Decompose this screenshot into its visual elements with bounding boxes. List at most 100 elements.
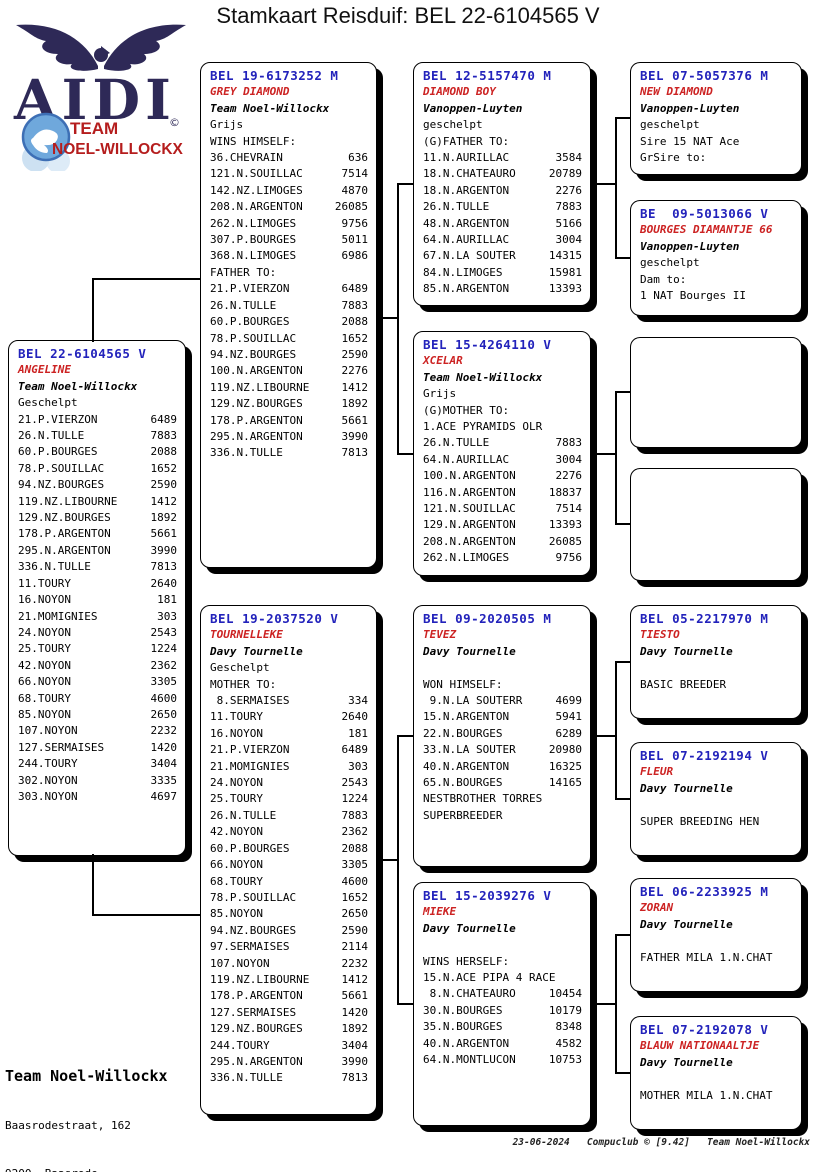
race-value: 1652 bbox=[341, 331, 369, 345]
race-label bbox=[640, 933, 647, 949]
result-line: 67.N.LA SOUTER 14315 bbox=[423, 248, 582, 264]
race-value: 5166 bbox=[555, 216, 583, 230]
connector-line bbox=[615, 391, 617, 525]
race-label: BASIC BREEDER bbox=[640, 677, 727, 691]
result-line: 11.TOURY 2640 bbox=[18, 576, 177, 592]
ring-number: BEL 07-2192194 V bbox=[640, 748, 769, 763]
race-label bbox=[423, 937, 430, 953]
race-label: 295.N.ARGENTON bbox=[18, 543, 111, 557]
race-value: 18837 bbox=[548, 485, 582, 499]
result-line: 116.N.ARGENTON 18837 bbox=[423, 485, 582, 501]
result-line: 26.N.TULLE 7883 bbox=[423, 435, 582, 451]
pedigree-box-greatgrandparent-4-empty bbox=[630, 468, 802, 581]
result-line: NESTBROTHER TORRES bbox=[423, 791, 582, 807]
race-label: 64.N.AURILLAC bbox=[423, 452, 510, 466]
connector-line bbox=[615, 117, 630, 119]
race-value: 6289 bbox=[555, 726, 583, 740]
results-list: SUPER BREEDING HEN bbox=[640, 797, 793, 830]
result-line: 25.TOURY 1224 bbox=[18, 641, 177, 657]
race-value: 2362 bbox=[150, 658, 178, 672]
race-value: 7883 bbox=[555, 200, 583, 214]
ring-number: BEL 09-2020505 M bbox=[423, 611, 552, 626]
result-line: (G)MOTHER TO: bbox=[423, 403, 582, 419]
result-line: 129.NZ.BOURGES 1892 bbox=[210, 1021, 368, 1037]
results-list: Grijs (G)MOTHER TO: 1.ACE PYRAMIDS OLR 26.N… bbox=[423, 386, 582, 566]
pedigree-box-mother: BEL 19-2037520 V TOURNELLEKE Davy Tourne… bbox=[200, 605, 377, 1115]
race-value: 2088 bbox=[150, 445, 178, 459]
race-value: 3990 bbox=[341, 429, 369, 443]
pedigree-box-greatgrandparent-5: BEL 05-2217970 M TIESTO Davy Tournelle B… bbox=[630, 605, 802, 719]
race-label: 60.P.BOURGES bbox=[18, 445, 98, 459]
result-line: 21.P.VIERZON 6489 bbox=[18, 412, 177, 428]
result-line: Dam to: bbox=[640, 272, 793, 288]
results-list: Geschelpt MOTHER TO: 8.SERMAISES 334 11.TOU… bbox=[210, 660, 368, 1087]
race-value: 7514 bbox=[341, 167, 369, 181]
result-line: Geschelpt bbox=[210, 660, 368, 676]
race-label: 94.NZ.BOURGES bbox=[18, 478, 105, 492]
result-line: 21.MOMIGNIES 303 bbox=[210, 759, 368, 775]
race-label: 85.N.ARGENTON bbox=[423, 282, 510, 296]
result-line: 8.N.CHATEAURO 10454 bbox=[423, 986, 582, 1002]
results-list: MOTHER MILA 1.N.CHAT bbox=[640, 1071, 793, 1104]
race-label: GrSire to: bbox=[640, 151, 707, 165]
results-list: FATHER MILA 1.N.CHAT bbox=[640, 933, 793, 966]
result-line: 100.N.ARGENTON 2276 bbox=[423, 468, 582, 484]
race-value: 8348 bbox=[555, 1020, 583, 1034]
result-line: 22.N.BOURGES 6289 bbox=[423, 726, 582, 742]
race-label: 119.NZ.LIBOURNE bbox=[18, 494, 118, 508]
owner-name: Davy Tournelle bbox=[423, 921, 516, 935]
ring-number: BEL 22-6104565 V bbox=[18, 346, 147, 361]
race-label: 64.N.MONTLUCON bbox=[423, 1053, 516, 1067]
owner-name: Team Noel-Willockx bbox=[423, 370, 543, 384]
pedigree-box-greatgrandparent-6: BEL 07-2192194 V FLEUR Davy Tournelle SU… bbox=[630, 742, 802, 856]
result-line: 295.N.ARGENTON 3990 bbox=[18, 543, 177, 559]
race-value: 2276 bbox=[555, 183, 583, 197]
race-label: 66.NOYON bbox=[210, 858, 263, 872]
race-value: 1892 bbox=[341, 397, 369, 411]
result-line: 24.NOYON 2543 bbox=[18, 625, 177, 641]
result-line: 26.N.TULLE 7883 bbox=[210, 298, 368, 314]
race-label: 40.N.ARGENTON bbox=[423, 1036, 510, 1050]
result-line: 66.NOYON 3305 bbox=[210, 857, 368, 873]
race-label bbox=[640, 660, 647, 676]
race-value: 334 bbox=[348, 694, 368, 708]
result-line: 66.NOYON 3305 bbox=[18, 674, 177, 690]
result-line: 94.NZ.BOURGES 2590 bbox=[18, 477, 177, 493]
race-label: 16.NOYON bbox=[210, 726, 263, 740]
race-label: 119.NZ.LIBOURNE bbox=[210, 380, 310, 394]
race-label: 336.N.TULLE bbox=[18, 560, 91, 574]
result-line: 40.N.ARGENTON 16325 bbox=[423, 759, 582, 775]
race-value: 1412 bbox=[341, 972, 369, 986]
race-value: 303 bbox=[157, 609, 177, 623]
race-label bbox=[640, 1071, 647, 1087]
result-line: 85.NOYON 2650 bbox=[18, 707, 177, 723]
race-label: 368.N.LIMOGES bbox=[210, 249, 297, 263]
connector-line bbox=[92, 278, 200, 280]
pigeon-name: FLEUR bbox=[640, 765, 674, 779]
race-label: 307.P.BOURGES bbox=[210, 233, 297, 247]
race-value: 1892 bbox=[150, 511, 178, 525]
pedigree-box-subject: BEL 22-6104565 V ANGELINE Team Noel-Will… bbox=[8, 340, 186, 856]
result-line: 78.P.SOUILLAC 1652 bbox=[210, 331, 368, 347]
pedigree-box-grandfather-maternal: BEL 09-2020505 M TEVEZ Davy Tournelle WO… bbox=[413, 605, 591, 867]
result-line: 295.N.ARGENTON 3990 bbox=[210, 1054, 368, 1070]
result-line: 18.N.CHATEAURO 20789 bbox=[423, 166, 582, 182]
connector-line bbox=[92, 914, 200, 916]
race-label: 208.N.ARGENTON bbox=[423, 534, 516, 548]
race-label: Grijs bbox=[210, 118, 244, 132]
result-line: 178.P.ARGENTON 5661 bbox=[210, 413, 368, 429]
race-label: 84.N.LIMOGES bbox=[423, 265, 503, 279]
race-label: (G)MOTHER TO: bbox=[423, 403, 510, 417]
race-value: 2543 bbox=[150, 625, 178, 639]
result-line: geschelpt bbox=[640, 117, 793, 133]
race-value: 7813 bbox=[150, 560, 178, 574]
race-label: 25.TOURY bbox=[210, 792, 263, 806]
race-value: 2640 bbox=[150, 576, 178, 590]
result-line: 21.MOMIGNIES 303 bbox=[18, 609, 177, 625]
pigeon-name: ANGELINE bbox=[18, 363, 71, 377]
result-line: geschelpt bbox=[640, 255, 793, 271]
race-label: 21.P.VIERZON bbox=[18, 412, 98, 426]
connector-line bbox=[377, 859, 399, 861]
pigeon-icon bbox=[31, 129, 58, 153]
pigeon-name: XCELAR bbox=[423, 354, 463, 368]
